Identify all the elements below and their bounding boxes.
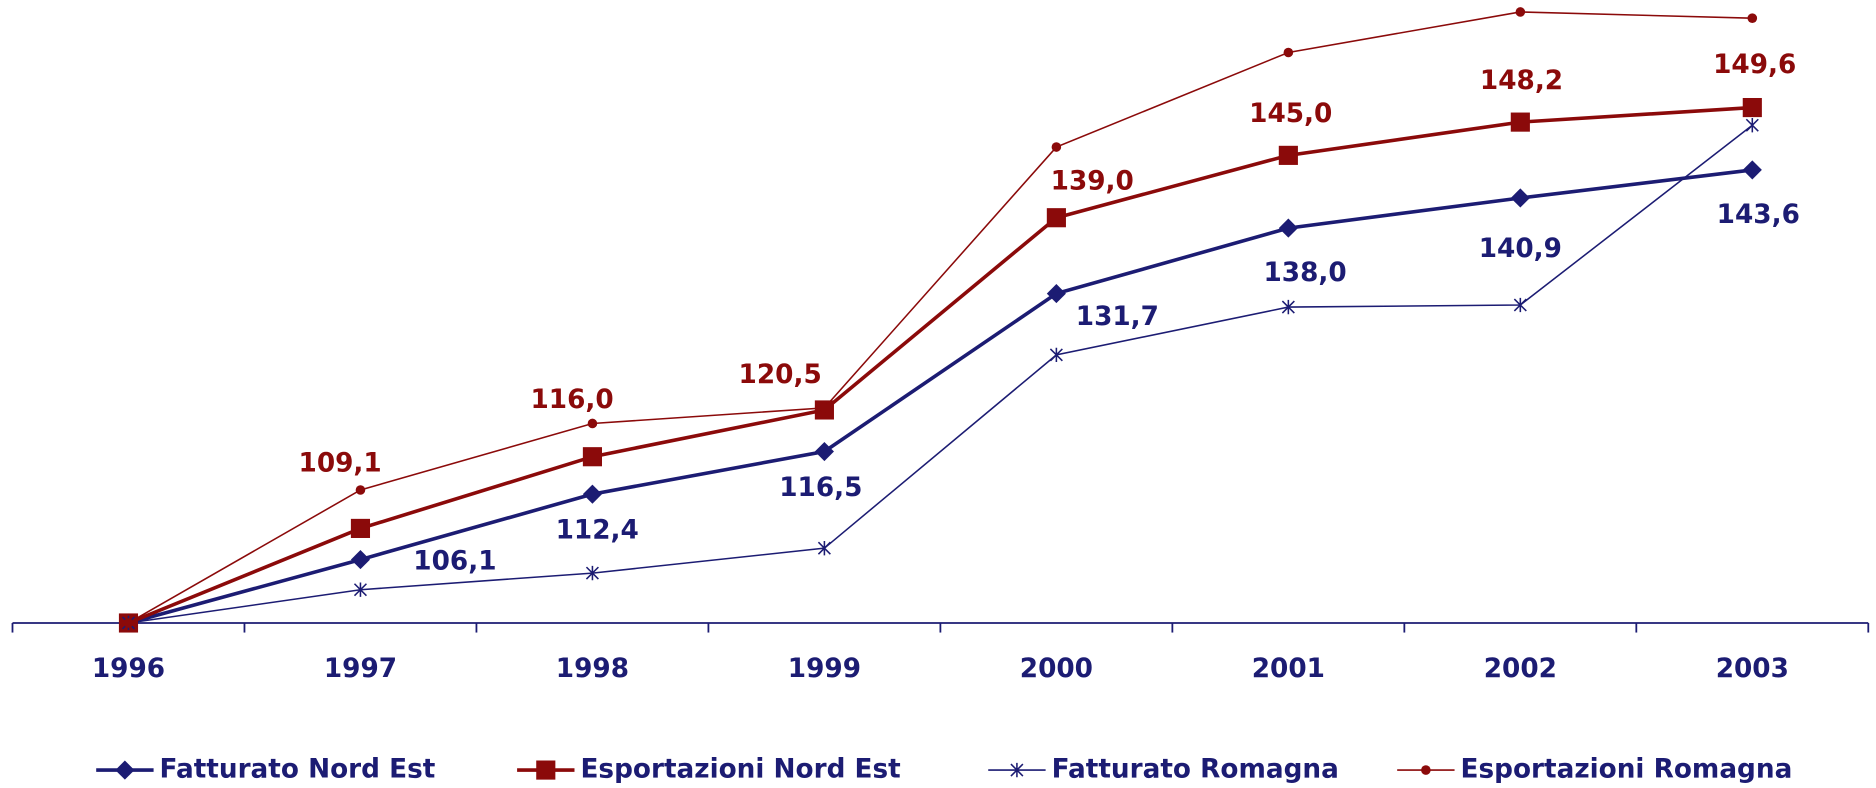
marker — [1747, 13, 1758, 23]
data-label: 116,5 — [779, 473, 862, 503]
marker — [353, 582, 367, 597]
marker — [350, 518, 371, 538]
series-line — [128, 124, 1753, 624]
data-label: 145,0 — [1249, 99, 1332, 129]
data-label: 140,9 — [1479, 234, 1562, 264]
marker — [1046, 208, 1066, 228]
marker — [1742, 160, 1762, 180]
x-tick-label: 1999 — [788, 654, 861, 684]
series-line — [127, 105, 1753, 625]
marker — [1049, 347, 1063, 363]
marker — [1278, 218, 1298, 238]
x-tick-label: 2001 — [1252, 654, 1325, 684]
marker — [350, 550, 371, 570]
data-label: 143,6 — [1717, 200, 1800, 230]
x-tick-label: 2002 — [1484, 654, 1557, 684]
marker — [1051, 142, 1062, 152]
marker — [123, 618, 134, 628]
legend-label: Fatturato Romagna — [1052, 755, 1339, 785]
marker — [582, 447, 602, 467]
marker — [819, 403, 830, 413]
marker — [1283, 47, 1294, 58]
data-label: 149,6 — [1713, 50, 1796, 80]
marker — [587, 418, 598, 429]
marker — [585, 565, 599, 581]
x-tick-label: 1996 — [92, 654, 165, 684]
data-label: 106,1 — [413, 546, 496, 576]
data-label: 120,5 — [739, 360, 822, 390]
data-label: 112,4 — [556, 516, 639, 546]
legend-marker — [536, 760, 556, 780]
marker — [1281, 299, 1295, 315]
data-label: 138,0 — [1264, 258, 1347, 288]
data-label: 139,0 — [1051, 166, 1134, 196]
x-tick-label: 1997 — [324, 654, 397, 684]
marker — [1515, 7, 1526, 17]
x-tick-label: 2003 — [1716, 654, 1789, 684]
data-label: 116,0 — [531, 385, 614, 415]
marker — [1510, 112, 1530, 132]
marker — [1513, 297, 1527, 313]
marker — [817, 540, 831, 556]
x-tick-label: 2000 — [1020, 654, 1093, 684]
series-line — [128, 168, 1753, 625]
legend-label: Esportazioni Romagna — [1461, 755, 1793, 785]
marker — [1742, 97, 1762, 118]
marker — [355, 485, 366, 495]
legend-marker — [115, 760, 135, 780]
marker — [1745, 118, 1759, 133]
data-label: 131,7 — [1076, 302, 1159, 332]
data-label: 109,1 — [299, 448, 382, 478]
data-label: 148,2 — [1480, 66, 1563, 96]
x-tick-label: 1998 — [556, 654, 629, 684]
legend-label: Fatturato Nord Est — [160, 755, 436, 785]
marker — [1278, 145, 1298, 165]
marker — [582, 484, 602, 504]
marker — [1510, 188, 1530, 208]
series-line — [128, 11, 1753, 624]
legend-marker — [1421, 765, 1431, 775]
legend-label: Esportazioni Nord Est — [580, 755, 900, 785]
legend-marker — [1010, 762, 1024, 778]
